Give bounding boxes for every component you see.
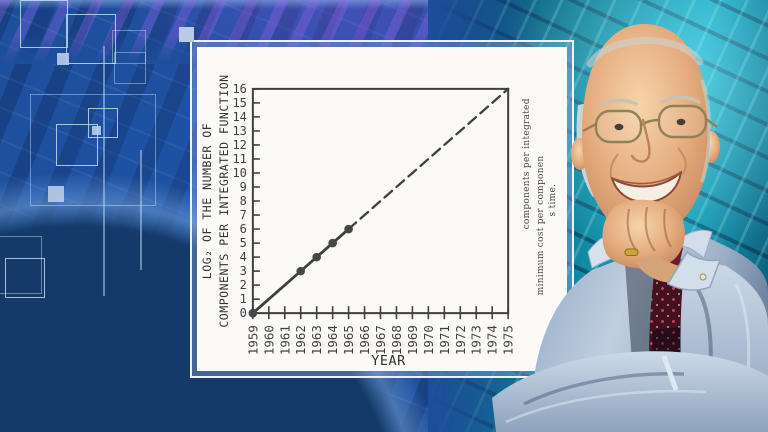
- gordon-moore-portrait: [440, 0, 768, 432]
- portrait-eye: [614, 123, 624, 131]
- y-tick-label: 4: [240, 250, 247, 264]
- x-axis-label: YEAR: [371, 354, 406, 369]
- y-tick-label: 2: [240, 278, 247, 292]
- portrait-hand: [602, 199, 722, 291]
- y-axis-title-line2: COMPONENTS PER INTEGRATED FUNCTION: [217, 74, 231, 327]
- circuit-square: [114, 52, 146, 84]
- x-tick-label: 1961: [277, 325, 292, 355]
- y-tick-label: 6: [240, 222, 247, 236]
- y-tick-label: 16: [232, 82, 246, 96]
- circuit-square: [56, 124, 98, 166]
- y-tick-label: 10: [232, 166, 246, 180]
- x-tick-label: 1970: [421, 325, 436, 355]
- y-tick-label: 13: [232, 124, 246, 138]
- x-tick-label: 1967: [373, 325, 388, 355]
- caption-fragment: minimum cost per componen: [536, 156, 546, 296]
- y-tick-label: 3: [240, 264, 247, 278]
- circuit-square: [0, 236, 42, 294]
- x-tick-label: 1962: [293, 325, 308, 355]
- circuit-square: [5, 258, 45, 298]
- y-tick-label: 8: [240, 194, 247, 208]
- circuit-square: [48, 186, 64, 202]
- y-tick-label: 12: [232, 138, 246, 152]
- portrait-ring: [624, 248, 639, 256]
- y-tick-label: 14: [232, 110, 246, 124]
- y-tick-label: 5: [240, 236, 247, 250]
- portrait-crossed-arm: [492, 351, 768, 432]
- y-tick-label: 15: [232, 96, 246, 110]
- caption-fragment: components per integrated: [522, 98, 532, 229]
- portrait-cuff: [666, 250, 722, 291]
- y-axis-title-line1: LOG₂ OF THE NUMBER OF: [200, 123, 214, 279]
- y-tick-label: 0: [240, 306, 247, 320]
- circuit-square: [112, 30, 146, 64]
- portrait-glasses: [582, 104, 718, 144]
- x-tick-label: 1966: [357, 325, 372, 355]
- data-point: [328, 238, 337, 248]
- chart-frame: 0 1 2 3 4 5 6 7 8 9 10 11 12 13 14 15 16 1959 1960 1961 1962…: [190, 40, 574, 378]
- x-tick-label: 1964: [325, 325, 340, 355]
- y-tick-label: 1: [240, 292, 247, 306]
- circuit-square: [57, 53, 69, 65]
- x-tick-label: 1965: [341, 325, 356, 355]
- x-tick-label: 1972: [453, 325, 468, 355]
- circuit-trace: [140, 150, 142, 270]
- chart-paper: 0 1 2 3 4 5 6 7 8 9 10 11 12 13 14 15 16 1959 1960 1961 1962…: [197, 47, 567, 371]
- circuit-square: [30, 94, 156, 206]
- caption-fragment: s time.: [548, 184, 558, 217]
- circuit-square: [92, 126, 101, 135]
- portrait-svg: [492, 24, 768, 432]
- x-tick-label: 1960: [261, 325, 276, 355]
- portrait-smile: [611, 171, 682, 203]
- data-point: [248, 308, 258, 318]
- x-tick-label: 1971: [437, 325, 452, 355]
- x-tick-label: 1973: [469, 325, 484, 355]
- data-line-projection: [347, 87, 510, 231]
- data-point: [312, 252, 321, 262]
- circuit-square: [66, 14, 116, 64]
- circuit-square: [20, 0, 68, 48]
- y-tick-label: 7: [240, 208, 247, 222]
- portrait-nose: [630, 118, 651, 163]
- y-tick-label: 9: [240, 180, 247, 194]
- portrait-eye: [676, 118, 686, 126]
- x-tick-label: 1959: [245, 325, 260, 355]
- portrait-head: [571, 24, 720, 238]
- x-tick-label: 1975: [501, 325, 516, 355]
- x-tick-label: 1969: [405, 325, 420, 355]
- y-tick-label: 11: [232, 152, 246, 166]
- x-tick-label: 1963: [309, 325, 324, 355]
- frame-corner-square: [179, 27, 194, 42]
- data-point: [296, 266, 306, 276]
- circuit-trace: [103, 46, 105, 296]
- x-tick-label: 1974: [485, 325, 500, 355]
- x-tick-label: 1968: [389, 325, 404, 355]
